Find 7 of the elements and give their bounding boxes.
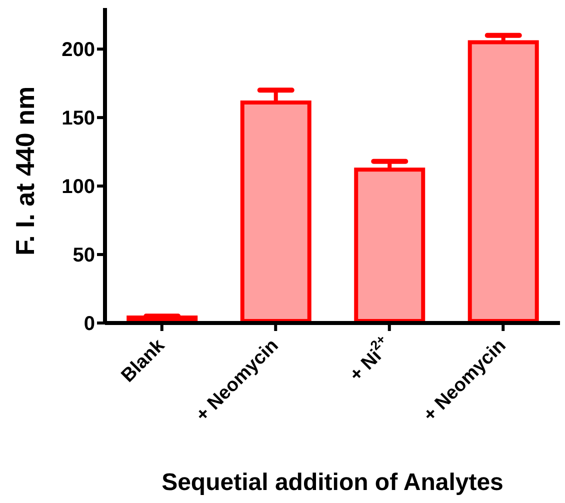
x-axis-title: Sequetial addition of Analytes — [162, 469, 504, 496]
y-tick-label: 150 — [62, 108, 95, 130]
y-tick-label: 0 — [84, 313, 95, 336]
y-tick-label: 200 — [62, 39, 95, 62]
y-axis-title: F. I. at 440 nm — [10, 86, 40, 256]
y-tick-label: 100 — [62, 176, 95, 198]
y-tick-label: 50 — [72, 244, 95, 267]
